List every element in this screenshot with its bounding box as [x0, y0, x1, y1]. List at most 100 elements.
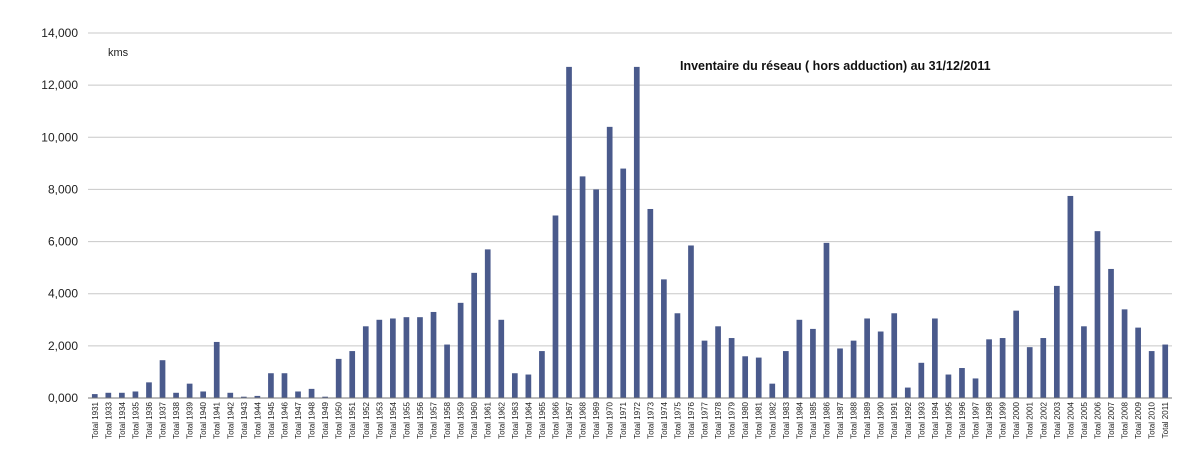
x-tick-label: Total 1948	[308, 401, 317, 438]
y-axis-ticks: 0,000 2,000 4,000 6,000 8,000 10,000 12,000 14,…	[41, 26, 78, 405]
bar	[1121, 309, 1128, 398]
x-tick-label: Total 1950	[335, 401, 344, 438]
bar	[403, 317, 410, 398]
gridlines	[88, 32, 1172, 399]
bar	[715, 326, 721, 398]
y-tick-label: 0,000	[48, 391, 78, 405]
x-tick-label: Total 1987	[836, 401, 845, 438]
x-tick-label: Total 1959	[457, 401, 466, 438]
x-tick-label: Total 1986	[822, 401, 831, 438]
bar	[1148, 351, 1155, 398]
bar	[823, 242, 830, 398]
bar	[688, 245, 694, 398]
x-tick-label: Total 1968	[579, 401, 588, 438]
x-tick-label: Total 1967	[565, 401, 574, 438]
y-tick-label: 14,000	[41, 26, 78, 40]
bar	[146, 382, 152, 398]
bar	[91, 394, 98, 398]
x-tick-label: Total 1958	[443, 401, 452, 438]
bar	[647, 208, 654, 398]
bar	[850, 340, 857, 398]
x-tick-label: Total 1957	[430, 401, 439, 438]
bar	[322, 396, 328, 398]
bar	[837, 348, 843, 398]
x-tick-label: Total 1989	[863, 401, 872, 438]
bar	[349, 351, 356, 398]
x-tick-label: Total 1954	[389, 401, 398, 438]
bar	[918, 362, 925, 398]
x-tick-label: Total 1969	[592, 401, 601, 438]
bar	[986, 339, 992, 398]
x-tick-label: Total 1931	[91, 401, 100, 438]
bar	[444, 344, 450, 398]
bar	[904, 387, 911, 398]
bar	[606, 126, 613, 398]
bar	[200, 391, 207, 398]
x-tick-label: Total 2008	[1121, 401, 1130, 438]
bar	[254, 395, 261, 398]
y-tick-label: 2,000	[48, 339, 78, 353]
x-tick-label: Total 1980	[741, 401, 750, 438]
x-tick-label: Total 2002	[1039, 401, 1048, 438]
bar	[498, 319, 505, 398]
x-tick-label: Total 1941	[213, 401, 222, 438]
x-tick-label: Total 1940	[199, 401, 208, 438]
x-tick-label: Total 1975	[673, 401, 682, 438]
x-tick-label: Total 1952	[362, 401, 371, 438]
bar	[728, 338, 735, 398]
x-tick-label: Total 1982	[768, 401, 777, 438]
bar	[159, 360, 166, 398]
bar	[390, 318, 396, 398]
bar	[457, 302, 464, 398]
x-tick-label: Total 1960	[470, 401, 479, 438]
x-tick-label: Total 1966	[551, 401, 560, 438]
bar	[877, 331, 884, 398]
bar	[1108, 268, 1114, 398]
chart-title: Inventaire du réseau ( hors adduction) a…	[680, 59, 991, 73]
bar	[335, 358, 342, 398]
x-tick-label: Total 1972	[633, 401, 642, 438]
x-tick-label: Total 1956	[416, 401, 425, 438]
x-tick-label: Total 1942	[226, 401, 235, 438]
bar	[295, 391, 301, 398]
bar	[620, 168, 627, 398]
x-tick-label: Total 2006	[1093, 401, 1102, 438]
x-tick-label: Total 1997	[972, 401, 981, 438]
bar	[240, 396, 247, 398]
x-tick-label: Total 1984	[795, 401, 804, 438]
bar	[661, 279, 667, 398]
x-tick-label: Total 1949	[321, 401, 330, 438]
x-tick-label: Total 1985	[809, 401, 818, 438]
x-tick-label: Total 1955	[402, 401, 411, 438]
bar	[769, 383, 776, 398]
x-tick-label: Total 1938	[172, 401, 181, 438]
bar	[484, 249, 491, 398]
x-tick-label: Total 1990	[877, 401, 886, 438]
bar	[1067, 195, 1074, 398]
bar	[417, 317, 423, 398]
bar	[1135, 327, 1141, 398]
bar	[552, 215, 559, 398]
x-tick-label: Total 1988	[850, 401, 859, 438]
x-tick-label: Total 1953	[375, 401, 384, 438]
bar	[1053, 285, 1060, 398]
x-tick-label: Total 1943	[240, 401, 249, 438]
x-tick-label: Total 1946	[280, 401, 289, 438]
x-tick-label: Total 1971	[619, 401, 628, 438]
bar	[579, 176, 586, 398]
x-tick-label: Total 1944	[253, 401, 262, 438]
x-tick-label: Total 1962	[497, 401, 506, 438]
x-tick-label: Total 1933	[104, 401, 113, 438]
bar	[471, 272, 478, 398]
x-tick-label: Total 1974	[660, 401, 669, 438]
x-tick-label: Total 1996	[958, 401, 967, 438]
x-tick-label: Total 2005	[1080, 401, 1089, 438]
x-tick-label: Total 1934	[118, 401, 127, 438]
x-tick-label: Total 2003	[1053, 401, 1062, 438]
x-tick-label: Total 1994	[931, 401, 940, 438]
bar	[376, 319, 383, 398]
bar	[308, 388, 315, 398]
bar	[213, 341, 220, 398]
x-tick-label: Total 1978	[714, 401, 723, 438]
